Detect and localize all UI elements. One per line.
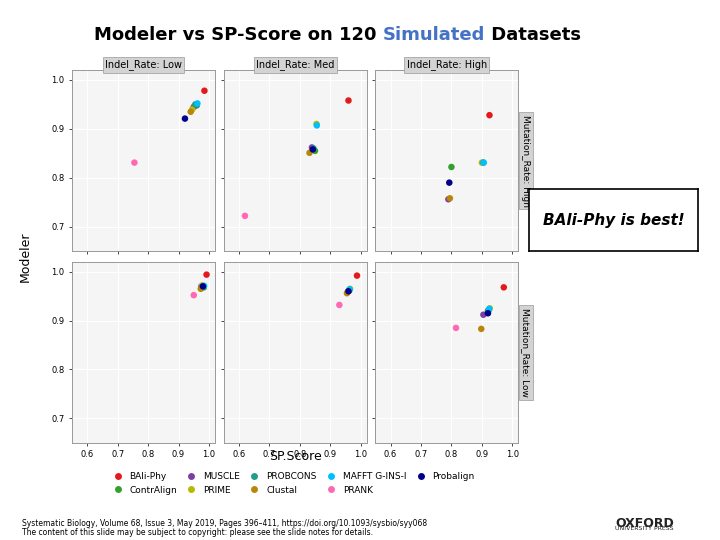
Point — [483, 305, 495, 313]
Title: Indel_Rate: High: Indel_Rate: High — [407, 59, 487, 70]
Point — [191, 101, 202, 110]
Text: BAli-Phy is best!: BAli-Phy is best! — [543, 213, 685, 227]
Point — [446, 163, 457, 171]
Point — [477, 310, 489, 319]
Point — [444, 178, 455, 187]
Point — [185, 107, 197, 116]
Point — [475, 325, 487, 333]
Text: UNIVERSITY PRESS: UNIVERSITY PRESS — [615, 526, 674, 531]
Text: Mutation_Rate: High: Mutation_Rate: High — [521, 114, 530, 207]
Point — [341, 289, 353, 298]
Point — [484, 304, 495, 313]
Point — [196, 282, 207, 291]
Point — [195, 285, 207, 293]
Point — [311, 120, 323, 129]
Point — [199, 86, 210, 95]
Text: Simulated: Simulated — [382, 26, 485, 44]
Point — [304, 148, 315, 157]
Point — [198, 283, 210, 292]
Point — [482, 307, 494, 315]
Point — [343, 286, 355, 294]
Point — [188, 291, 199, 300]
Point — [484, 111, 495, 119]
Point — [198, 281, 210, 290]
Text: The content of this slide may be subject to copyright: please see the slide note: The content of this slide may be subject… — [22, 528, 373, 537]
Legend: BAli-Phy, ContrAlign, MUSCLE, PRIME, PROBCONS, Clustal, MAFFT G-INS-I, PRANK, Pr: BAli-Phy, ContrAlign, MUSCLE, PRIME, PRO… — [109, 472, 474, 495]
Point — [309, 146, 320, 155]
Point — [197, 282, 209, 291]
Point — [307, 145, 319, 154]
Point — [333, 301, 345, 309]
Point — [239, 212, 251, 220]
Point — [477, 158, 489, 167]
Text: OXFORD: OXFORD — [615, 517, 674, 530]
Point — [307, 144, 319, 153]
Point — [450, 323, 462, 332]
Point — [342, 287, 354, 296]
Point — [197, 282, 209, 291]
Text: Modeler: Modeler — [19, 231, 32, 282]
Point — [443, 195, 454, 204]
Point — [343, 96, 354, 105]
Point — [476, 158, 487, 167]
Point — [311, 121, 323, 130]
Point — [197, 281, 208, 290]
Text: Systematic Biology, Volume 68, Issue 3, May 2019, Pages 396–411, https://doi.org: Systematic Biology, Volume 68, Issue 3, … — [22, 519, 427, 529]
Point — [483, 306, 495, 315]
Point — [344, 285, 356, 293]
Point — [201, 271, 212, 279]
Text: Modeler vs SP-Score on 120: Modeler vs SP-Score on 120 — [94, 26, 382, 44]
Point — [343, 286, 355, 295]
Point — [179, 114, 191, 123]
Point — [189, 100, 201, 109]
Point — [482, 309, 494, 318]
Point — [129, 158, 140, 167]
Point — [192, 99, 203, 108]
Point — [343, 287, 354, 295]
Point — [188, 103, 199, 111]
Text: Datasets: Datasets — [485, 26, 581, 44]
Title: Indel_Rate: Med: Indel_Rate: Med — [256, 59, 334, 70]
Point — [306, 143, 318, 152]
Point — [186, 105, 198, 113]
Title: Indel_Rate: Low: Indel_Rate: Low — [105, 59, 182, 70]
Text: Mutation_Rate: Low: Mutation_Rate: Low — [521, 308, 530, 397]
Point — [498, 283, 510, 292]
Point — [373, 252, 384, 260]
Text: SP.Score: SP.Score — [269, 450, 322, 463]
Point — [444, 194, 456, 202]
Point — [478, 158, 490, 167]
Point — [344, 285, 356, 294]
Point — [351, 271, 363, 280]
